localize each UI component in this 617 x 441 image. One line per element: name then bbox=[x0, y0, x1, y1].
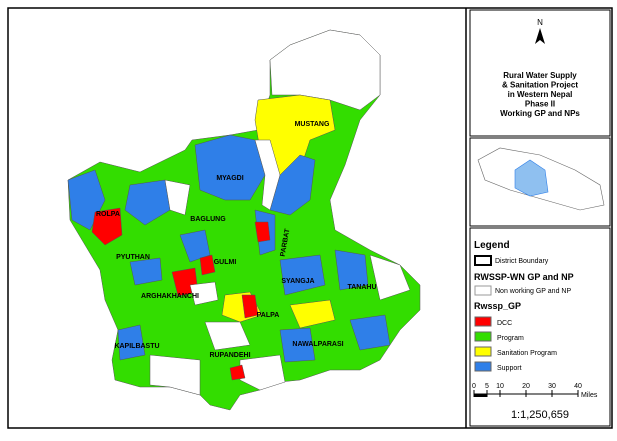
legend-box bbox=[469, 227, 611, 427]
district-label: TANAHU bbox=[347, 284, 376, 291]
legend-heading: RWSSP-WN GP and NP bbox=[474, 272, 574, 282]
district-label: SYANGJA bbox=[281, 278, 314, 285]
legend-swatch bbox=[474, 331, 492, 342]
region bbox=[279, 327, 316, 363]
region bbox=[229, 364, 246, 381]
scale-unit: Miles bbox=[581, 392, 598, 399]
legend-label: Program bbox=[497, 335, 524, 342]
legend-label: Non working GP and NP bbox=[495, 288, 571, 295]
district-label: PALPA bbox=[257, 312, 280, 319]
legend-label: Sanitation Program bbox=[497, 350, 557, 357]
region bbox=[164, 179, 191, 216]
district-label: BAGLUNG bbox=[190, 216, 226, 223]
scale-ratio: 1:1,250,659 bbox=[511, 409, 569, 421]
district-label: MYAGDI bbox=[216, 175, 243, 182]
scale-tick-label: 30 bbox=[548, 383, 556, 390]
scale-tick-label: 5 bbox=[485, 383, 489, 390]
region bbox=[334, 249, 369, 291]
map bbox=[67, 29, 421, 411]
district-label: KAPILBASTU bbox=[114, 343, 159, 350]
legend-title: Legend bbox=[474, 240, 510, 251]
title-line: Working GP and NPs bbox=[500, 109, 580, 118]
title-line: Phase II bbox=[525, 100, 555, 109]
district-label: ROLPA bbox=[96, 211, 120, 218]
region bbox=[149, 354, 201, 396]
scale-tick-label: 20 bbox=[522, 383, 530, 390]
district-label: GULMI bbox=[214, 259, 237, 266]
title-line: Rural Water Supply bbox=[503, 71, 577, 80]
region bbox=[204, 321, 251, 351]
scale-tick-label: 40 bbox=[574, 383, 582, 390]
swatch-nonworking bbox=[474, 285, 492, 296]
region bbox=[194, 134, 266, 201]
north-label: N bbox=[537, 18, 543, 27]
map-labels: MUSTANG MYAGDI ROLPA BAGLUNG PARBAT PYUT… bbox=[96, 121, 377, 359]
legend-label: District Boundary bbox=[495, 258, 549, 265]
district-label: PYUTHAN bbox=[116, 254, 150, 261]
swatch-boundary bbox=[474, 255, 492, 266]
north-arrow bbox=[535, 28, 545, 44]
region bbox=[124, 179, 171, 226]
region bbox=[254, 94, 336, 176]
inset-area bbox=[514, 159, 549, 197]
legend-swatch bbox=[474, 346, 492, 357]
title-line: & Sanitation Project bbox=[502, 81, 578, 90]
region bbox=[369, 254, 411, 301]
region bbox=[254, 221, 271, 243]
district-label: PARBAT bbox=[280, 228, 292, 258]
legend-swatch bbox=[474, 316, 492, 327]
region bbox=[279, 254, 326, 296]
region bbox=[189, 281, 219, 306]
scale-segment bbox=[474, 394, 487, 397]
legend: Legend District Boundary RWSSP-WN GP and N… bbox=[474, 240, 574, 372]
district-label: RUPANDEHI bbox=[209, 352, 250, 359]
district-label: ARGHAKHANCHI bbox=[141, 293, 199, 300]
legend-swatch bbox=[474, 361, 492, 372]
region bbox=[269, 29, 381, 111]
region bbox=[199, 254, 216, 276]
region bbox=[179, 229, 211, 263]
title: Rural Water Supply& Sanitation Projectin… bbox=[500, 71, 580, 118]
legend-label: DCC bbox=[497, 320, 512, 327]
title-box bbox=[469, 9, 611, 137]
region bbox=[241, 294, 259, 319]
region bbox=[349, 314, 391, 351]
scale-tick-label: 0 bbox=[472, 383, 476, 390]
legend-heading: Rwssp_GP bbox=[474, 301, 521, 311]
scale-tick-label: 10 bbox=[496, 383, 504, 390]
district-label: MUSTANG bbox=[295, 121, 330, 128]
legend-label: Support bbox=[497, 365, 522, 372]
inset-box bbox=[469, 137, 611, 227]
region bbox=[289, 299, 336, 329]
region bbox=[129, 257, 163, 286]
district-label: NAWALPARASI bbox=[292, 341, 343, 348]
region bbox=[254, 139, 281, 211]
title-line: in Western Nepal bbox=[508, 90, 573, 99]
region bbox=[91, 207, 123, 246]
region bbox=[117, 324, 146, 361]
scale-bar: 0 5 10 20 30 40 Miles 1:1,250,659 bbox=[472, 383, 598, 421]
